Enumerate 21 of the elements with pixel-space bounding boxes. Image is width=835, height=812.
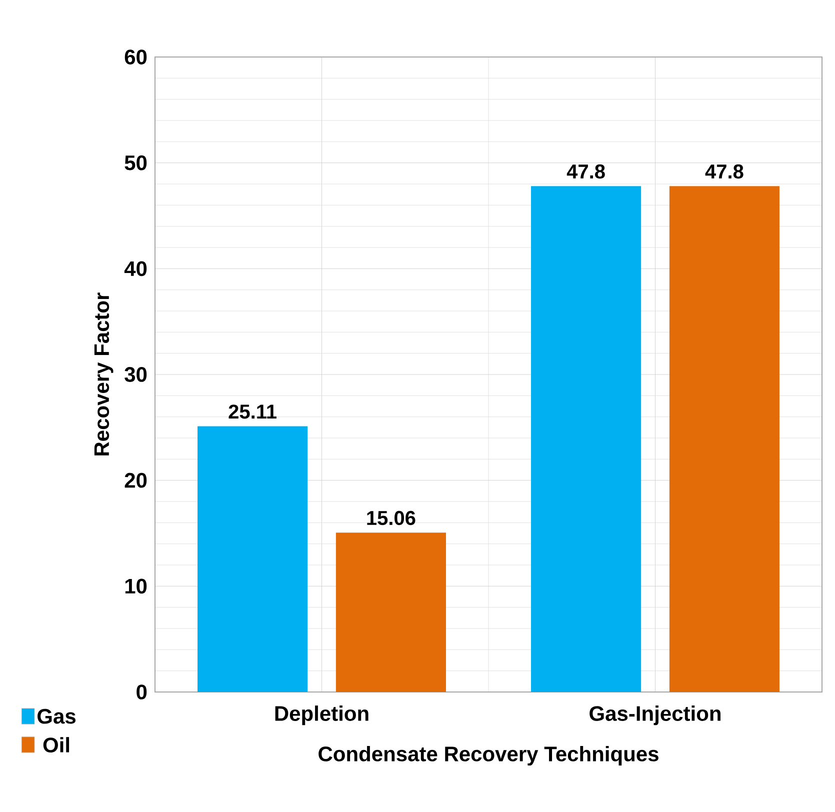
y-tick-label: 30: [124, 367, 147, 382]
data-label: 47.8: [705, 164, 744, 179]
y-tick-label: 40: [124, 261, 147, 276]
data-label: 47.8: [566, 164, 605, 179]
legend-label: Gas: [38, 708, 76, 724]
x-tick-label: Gas-Injection: [590, 706, 720, 726]
y-tick-label: 0: [136, 684, 147, 700]
y-tick-label: 50: [124, 155, 147, 170]
bar: [336, 532, 446, 692]
x-tick-label: Depletion: [275, 706, 368, 726]
y-tick-label: 10: [125, 578, 147, 594]
y-axis-title: Recovery Factor: [94, 292, 114, 456]
data-label: 25.11: [228, 404, 276, 419]
bar: [531, 186, 642, 692]
y-tick-label: 60: [124, 50, 147, 64]
bar: [198, 426, 308, 692]
bar: [669, 186, 780, 692]
legend-label: Oil: [43, 737, 70, 752]
x-axis-title: Condensate Recovery Techniques: [318, 746, 658, 766]
y-tick-label: 20: [124, 472, 147, 488]
data-label: 15.06: [367, 510, 416, 526]
